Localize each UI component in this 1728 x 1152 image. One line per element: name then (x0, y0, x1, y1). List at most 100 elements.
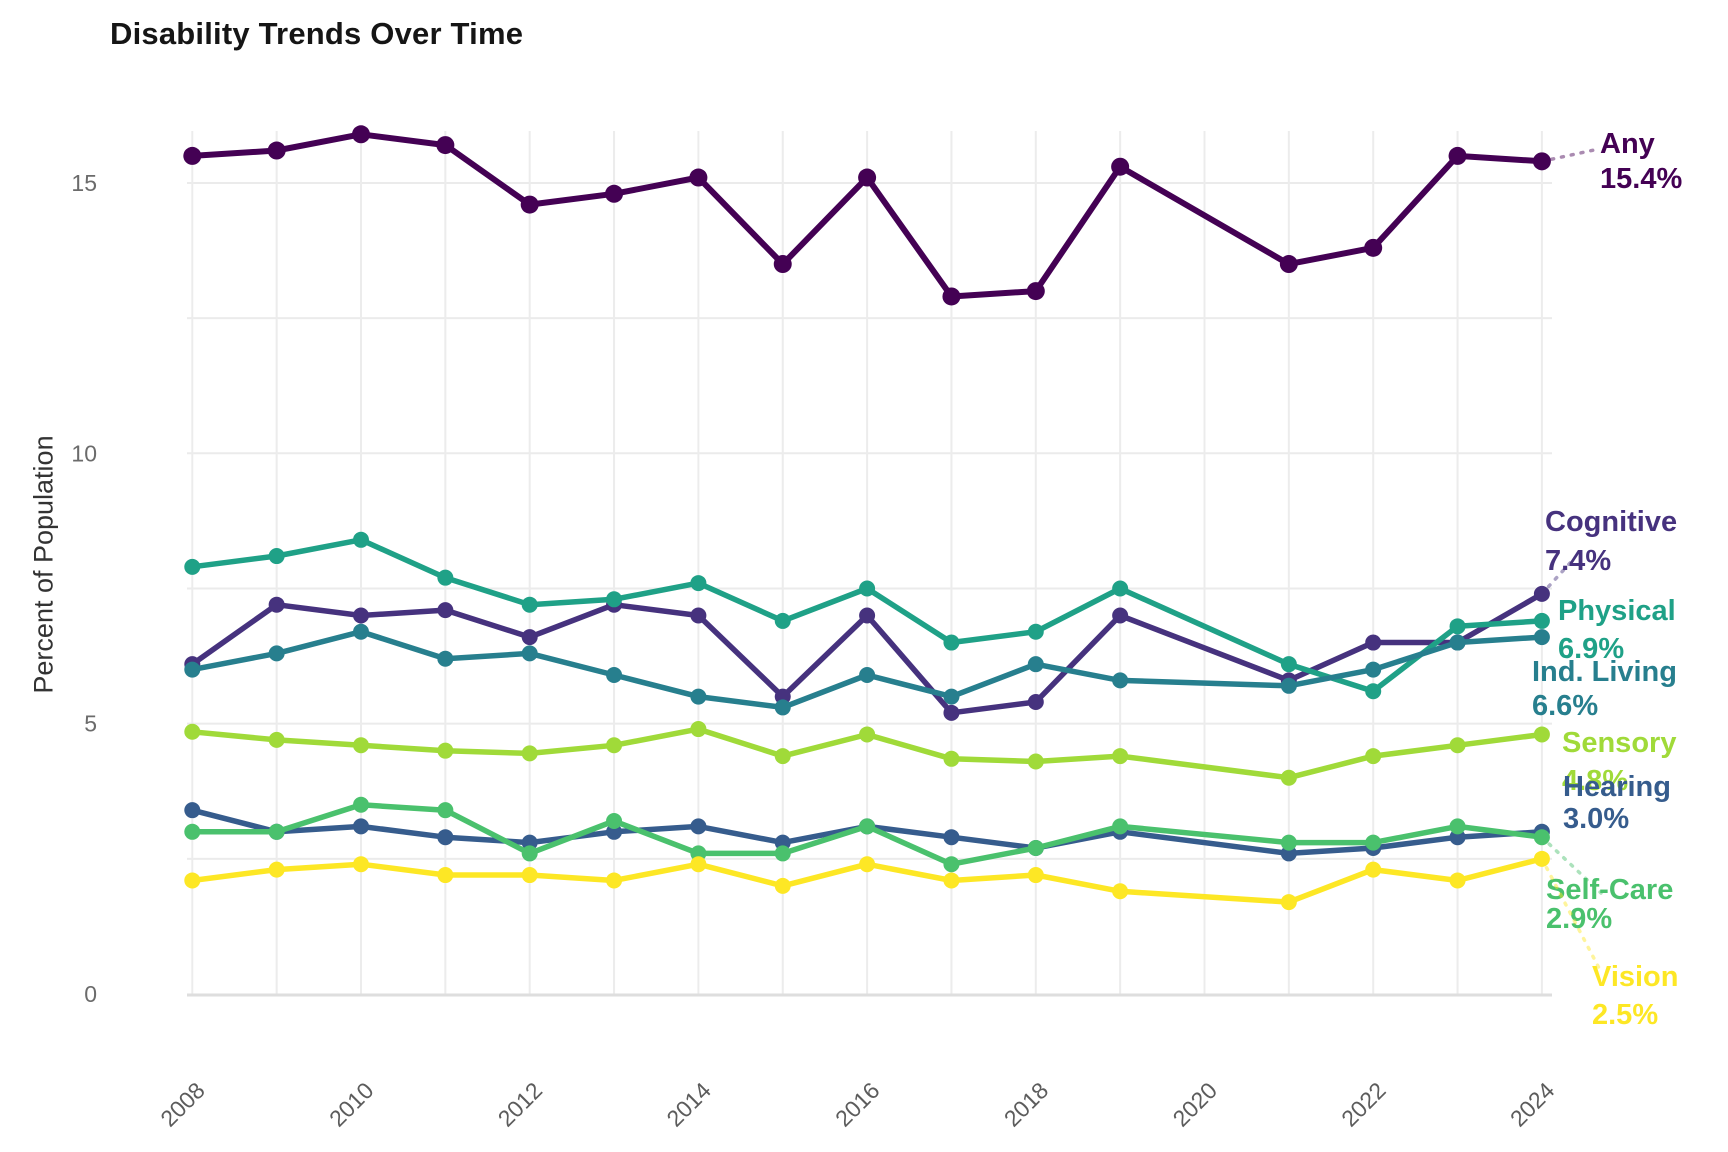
data-point-sensory-2019 (1112, 748, 1129, 765)
data-point-selfcare-2022 (1365, 834, 1382, 851)
data-point-physical-2014 (690, 575, 707, 592)
data-point-cognitive-2010 (353, 607, 369, 624)
data-point-vision-2017 (943, 872, 960, 889)
data-point-physical-2017 (943, 634, 960, 651)
data-point-sensory-2017 (943, 750, 960, 767)
x-tick-label: 2018 (999, 1077, 1054, 1132)
label-leader-cognitive (1540, 561, 1572, 596)
y-tick-label: 0 (84, 981, 97, 1007)
series-label-any: Any (1600, 128, 1655, 160)
x-tick-label: 2022 (1336, 1077, 1391, 1132)
data-point-physical-2013 (606, 591, 623, 608)
data-point-indliving-2014 (690, 688, 707, 705)
data-point-vision-2008 (184, 872, 201, 889)
data-point-any-2012 (520, 195, 539, 214)
data-point-any-2015 (773, 255, 792, 274)
data-point-vision-2018 (1027, 867, 1044, 884)
data-point-selfcare-2021 (1280, 834, 1297, 851)
data-point-sensory-2014 (690, 721, 707, 738)
data-point-physical-2023 (1449, 618, 1466, 635)
data-point-vision-2012 (521, 867, 538, 884)
series-value-selfcare: 2.9% (1546, 903, 1612, 935)
data-point-any-2024 (1532, 152, 1551, 171)
data-point-any-2013 (605, 184, 624, 203)
data-point-physical-2022 (1365, 683, 1382, 700)
data-point-selfcare-2024 (1533, 829, 1550, 846)
data-point-physical-2009 (268, 548, 285, 565)
data-point-sensory-2008 (184, 723, 201, 740)
data-point-hearing-2008 (184, 802, 201, 819)
data-point-any-2008 (183, 146, 202, 165)
data-point-cognitive-2011 (437, 602, 454, 619)
data-point-physical-2015 (774, 612, 791, 629)
data-point-sensory-2022 (1365, 748, 1382, 765)
data-point-physical-2021 (1280, 656, 1297, 673)
data-point-vision-2016 (859, 856, 876, 873)
y-tick-label: 5 (84, 711, 97, 737)
data-point-physical-2018 (1027, 623, 1044, 640)
data-point-any-2009 (267, 141, 286, 160)
data-point-selfcare-2012 (521, 845, 538, 862)
data-point-indliving-2009 (268, 645, 285, 662)
data-point-selfcare-2017 (943, 856, 960, 873)
data-point-any-2022 (1364, 238, 1383, 257)
series-line-hearing (189, 807, 1545, 857)
y-tick-label: 10 (71, 440, 97, 466)
data-point-cognitive-2024 (1533, 585, 1550, 602)
data-point-selfcare-2013 (606, 812, 623, 829)
data-point-physical-2012 (521, 596, 538, 613)
data-point-indliving-2012 (521, 645, 538, 662)
data-point-vision-2021 (1280, 894, 1297, 911)
data-point-selfcare-2015 (774, 845, 791, 862)
series-value-vision: 2.5% (1592, 999, 1658, 1031)
data-point-vision-2015 (774, 877, 791, 894)
data-point-any-2010 (352, 125, 370, 144)
data-point-any-2019 (1111, 157, 1130, 176)
series-label-cognitive: Cognitive (1545, 506, 1677, 538)
data-point-sensory-2016 (859, 726, 876, 743)
data-point-indliving-2021 (1280, 677, 1297, 694)
data-point-vision-2013 (606, 872, 623, 889)
data-point-vision-2023 (1449, 872, 1466, 889)
data-point-selfcare-2008 (184, 823, 201, 840)
data-point-hearing-2014 (690, 818, 707, 835)
data-point-indliving-2019 (1112, 672, 1129, 689)
data-point-cognitive-2017 (943, 704, 960, 721)
data-point-vision-2011 (437, 867, 454, 884)
series-label-selfcare: Self-Care (1546, 874, 1673, 906)
series-label-sensory: Sensory (1562, 727, 1676, 759)
data-point-sensory-2010 (353, 737, 369, 754)
series-line-cognitive (189, 591, 1545, 716)
page-title: Disability Trends Over Time (110, 16, 524, 51)
data-point-any-2016 (858, 168, 877, 187)
data-point-selfcare-2009 (268, 823, 285, 840)
x-tick-label: 2024 (1505, 1077, 1560, 1132)
data-point-cognitive-2018 (1027, 694, 1044, 711)
data-point-physical-2024 (1533, 612, 1550, 629)
data-point-physical-2008 (184, 558, 201, 575)
data-point-selfcare-2019 (1112, 818, 1129, 835)
data-point-vision-2010 (353, 856, 369, 873)
data-point-physical-2019 (1112, 580, 1129, 597)
data-point-hearing-2011 (437, 829, 454, 846)
series-label-indliving: Ind. Living (1532, 656, 1677, 688)
series-label-hearing: Hearing (1563, 771, 1671, 803)
series-line-vision (189, 856, 1545, 905)
data-point-any-2021 (1279, 255, 1298, 274)
data-point-selfcare-2023 (1449, 818, 1466, 835)
data-point-sensory-2024 (1533, 726, 1550, 743)
series-line-selfcare (189, 802, 1545, 867)
data-point-indliving-2013 (606, 666, 623, 683)
data-point-any-2023 (1448, 146, 1467, 165)
data-point-cognitive-2022 (1365, 634, 1382, 651)
data-point-sensory-2015 (774, 748, 791, 765)
data-point-physical-2010 (353, 531, 369, 548)
series-value-indliving: 6.6% (1532, 690, 1598, 722)
data-point-indliving-2010 (353, 623, 369, 640)
data-point-indliving-2017 (943, 688, 960, 705)
series-label-vision: Vision (1592, 961, 1679, 993)
series-line-any (189, 131, 1545, 300)
x-tick-label: 2014 (661, 1077, 716, 1132)
x-tick-label: 2008 (155, 1077, 210, 1132)
